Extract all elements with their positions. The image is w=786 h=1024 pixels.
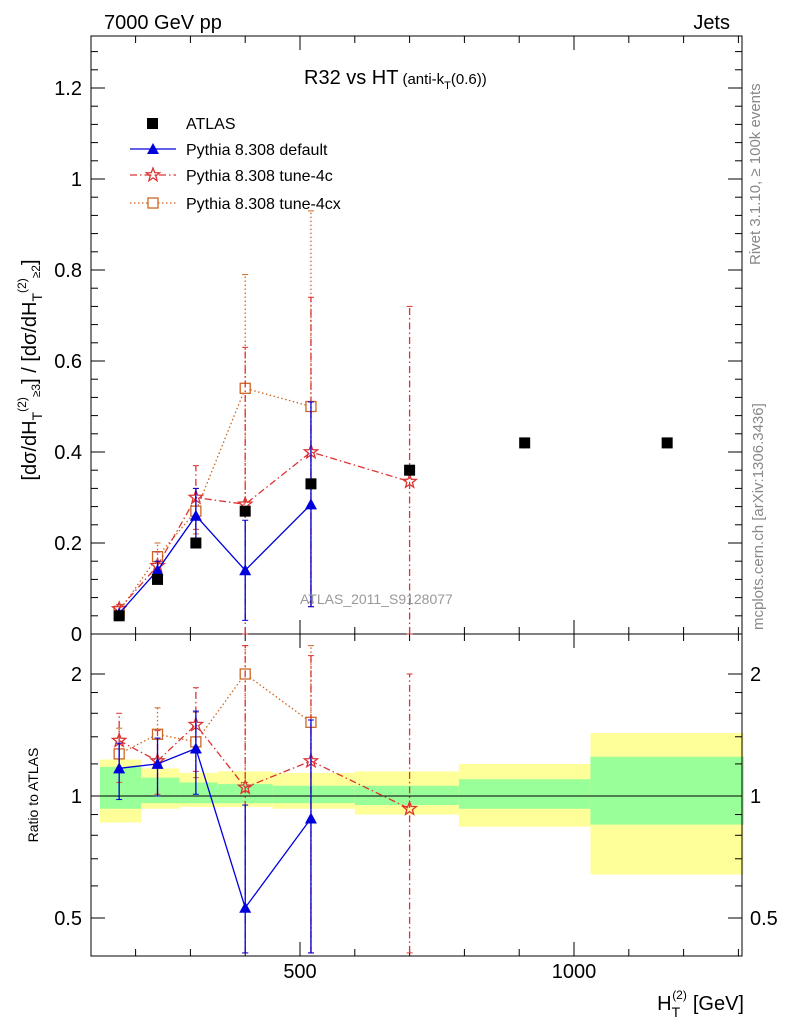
upper-y-axis-label: [dσ/dHT(2)≥3] / [dσ/dHT(2)≥2] [15,259,45,480]
lower-series [110,645,419,954]
upper-y-tick-label: 0.6 [54,351,82,373]
default-data-point [151,564,164,576]
tune4c-data-point [401,472,419,489]
legend-atlas-marker [147,118,158,129]
atlas-data-point [661,437,673,449]
ratio-band-green [217,784,273,804]
header-right: Jets [693,12,730,34]
ratio-band-green [458,779,591,809]
default-data-point [239,564,252,576]
upper-panel: 0 0.2 0.4 0.6 0.8 1 1.2 [54,36,742,646]
plot-title: R32 vs HT (anti-kT(0.6)) [304,67,487,92]
series-line [118,503,312,614]
atlas-data-point [404,464,416,476]
lower-y-tick-label: 0.5 [54,908,82,930]
ratio-bands [91,733,744,875]
ratio-band-green [99,766,142,809]
lower-y-axis-label: Ratio to ATLAS [25,748,41,843]
atlas-data-point [305,478,317,490]
x-tick-label: 500 [283,961,316,983]
ratio-band-green [141,777,180,804]
header-left: 7000 GeV pp [104,12,222,34]
upper-y-tick-label: 0.2 [54,533,82,555]
atlas-data-point [239,505,251,517]
default-data-point [189,742,202,754]
mcplots-label: mcplots.cern.ch [arXiv:1306.3436] [750,403,767,630]
x-tick-label: 1000 [552,961,597,983]
atlas-data-point [519,437,531,449]
legend-default-marker [147,143,159,154]
ratio-band-green [272,785,355,804]
upper-y-tick-label: 1 [71,169,82,191]
default-data-point [113,762,126,774]
series-line [118,387,312,612]
watermark: ATLAS_2011_S9128077 [300,591,453,607]
atlas-data-point [152,573,164,585]
series-line [118,451,410,610]
legend-default-label: Pythia 8.308 default [186,142,328,159]
lower-y-tick-label: 2 [71,664,82,686]
legend-tune4c-label: Pythia 8.308 tune-4c [186,168,333,185]
default-data-point [189,509,202,521]
upper-series [110,210,673,635]
tune4c-data-point [236,778,254,795]
x-axis-label: HT(2) [GeV] [657,988,744,1020]
legend-tune4cx-label: Pythia 8.308 tune-4cx [186,196,341,213]
lower-frame [90,633,743,957]
rivet-label: Rivet 3.1.10, ≥ 100k events [747,83,764,265]
legend-tune4cx-marker [147,197,159,209]
lower-panel: 500 1000 0.5 0.5 1 1 2 2 [54,634,778,983]
tune4c-data-point [401,799,419,816]
ratio-band-green [590,756,744,825]
default-data-point [304,498,317,510]
atlas-data-point [190,537,202,549]
default-data-point [239,901,252,913]
lower-y-tick-label-right: 0.5 [750,908,778,930]
default-data-point [304,812,317,824]
upper-y-tick-label: 1.2 [54,78,82,100]
default-data-point [151,757,164,769]
series-line [118,723,410,810]
series-line [118,673,312,755]
ratio-band-green [354,785,459,806]
upper-y-tick-label: 0 [71,624,82,646]
upper-y-tick-label: 0.4 [54,442,82,464]
atlas-data-point [113,610,125,622]
upper-y-tick-label: 0.8 [54,260,82,282]
lower-y-tick-label-right: 1 [750,786,761,808]
lower-y-tick-label: 1 [71,786,82,808]
legend-tune4c-marker [144,166,162,183]
legend: ATLAS Pythia 8.308 default Pythia 8.308 … [130,116,341,213]
legend-atlas-label: ATLAS [186,116,236,133]
lower-y-tick-label-right: 2 [750,664,761,686]
